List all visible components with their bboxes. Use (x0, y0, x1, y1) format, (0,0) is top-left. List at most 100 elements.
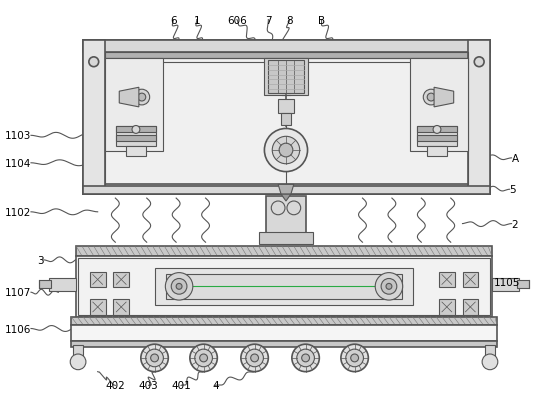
Text: 1105: 1105 (494, 278, 520, 288)
Bar (113, 272, 129, 288)
Bar (90, 272, 105, 288)
Circle shape (251, 354, 259, 362)
Bar (350, 347, 360, 355)
Circle shape (190, 344, 217, 372)
Bar (492, 278, 519, 292)
Polygon shape (281, 195, 291, 202)
Bar (264, 59, 307, 96)
Bar (250, 347, 259, 355)
Bar (126, 147, 146, 156)
Circle shape (423, 90, 439, 106)
Bar (83, 41, 105, 195)
Bar (199, 347, 208, 355)
Text: 606: 606 (227, 15, 247, 26)
Circle shape (241, 344, 268, 372)
Circle shape (279, 144, 293, 158)
Circle shape (146, 349, 164, 367)
Text: 403: 403 (139, 380, 158, 390)
Text: 8: 8 (287, 15, 293, 26)
Bar (281, 113, 291, 125)
Circle shape (165, 273, 193, 301)
Bar (39, 281, 50, 289)
Circle shape (89, 58, 99, 68)
Bar (427, 147, 447, 156)
Text: B: B (318, 15, 325, 26)
Bar (76, 256, 492, 317)
Bar (83, 187, 490, 195)
Bar (71, 341, 497, 347)
Bar (439, 299, 455, 315)
Bar (301, 347, 310, 355)
Text: 6: 6 (170, 15, 176, 26)
Bar (116, 127, 156, 147)
Polygon shape (278, 185, 294, 195)
Circle shape (141, 344, 169, 372)
Bar (417, 127, 456, 147)
Bar (417, 127, 456, 133)
Bar (78, 258, 490, 315)
Text: 3: 3 (37, 255, 44, 265)
Circle shape (351, 354, 358, 362)
Circle shape (433, 126, 441, 134)
Text: 7: 7 (265, 15, 272, 26)
Bar (116, 136, 156, 142)
Circle shape (341, 344, 368, 372)
Text: 1103: 1103 (4, 131, 31, 141)
Bar (268, 61, 304, 94)
Circle shape (138, 94, 146, 102)
Circle shape (297, 349, 314, 367)
Circle shape (482, 354, 498, 370)
Circle shape (272, 137, 300, 164)
Bar (49, 278, 76, 292)
Circle shape (171, 279, 187, 294)
Bar (90, 299, 105, 315)
Bar (150, 347, 160, 355)
Circle shape (375, 273, 403, 301)
Bar (105, 59, 164, 151)
Circle shape (474, 58, 484, 68)
Circle shape (302, 354, 310, 362)
Bar (468, 41, 490, 195)
Circle shape (427, 94, 435, 102)
Bar (409, 59, 468, 151)
Text: 4: 4 (212, 380, 219, 390)
Bar (116, 127, 156, 133)
Bar (439, 272, 455, 288)
Bar (267, 197, 306, 245)
Circle shape (134, 90, 150, 106)
Text: 1104: 1104 (4, 158, 31, 168)
Bar (278, 100, 294, 113)
Bar (485, 345, 495, 365)
Circle shape (292, 344, 319, 372)
Circle shape (151, 354, 158, 362)
Bar (73, 345, 83, 365)
Bar (517, 281, 529, 289)
Bar (87, 53, 486, 59)
Text: 1: 1 (193, 15, 200, 26)
Circle shape (346, 349, 363, 367)
Polygon shape (434, 88, 454, 108)
Bar (76, 247, 492, 256)
Circle shape (132, 126, 140, 134)
Bar (83, 41, 490, 53)
Polygon shape (119, 88, 139, 108)
Circle shape (70, 354, 86, 370)
Text: 402: 402 (105, 380, 125, 390)
Bar (463, 299, 478, 315)
Bar (259, 233, 314, 245)
Circle shape (264, 129, 307, 172)
Circle shape (246, 349, 263, 367)
Circle shape (195, 349, 212, 367)
Text: 1107: 1107 (4, 288, 31, 298)
Bar (166, 274, 402, 299)
Bar (155, 268, 413, 305)
Bar (113, 299, 129, 315)
Text: 5: 5 (510, 185, 516, 195)
Text: 2: 2 (511, 219, 518, 229)
Circle shape (200, 354, 208, 362)
Bar (71, 317, 497, 325)
Bar (83, 185, 490, 195)
Circle shape (381, 279, 397, 294)
Circle shape (176, 284, 182, 290)
Text: 401: 401 (171, 380, 191, 390)
